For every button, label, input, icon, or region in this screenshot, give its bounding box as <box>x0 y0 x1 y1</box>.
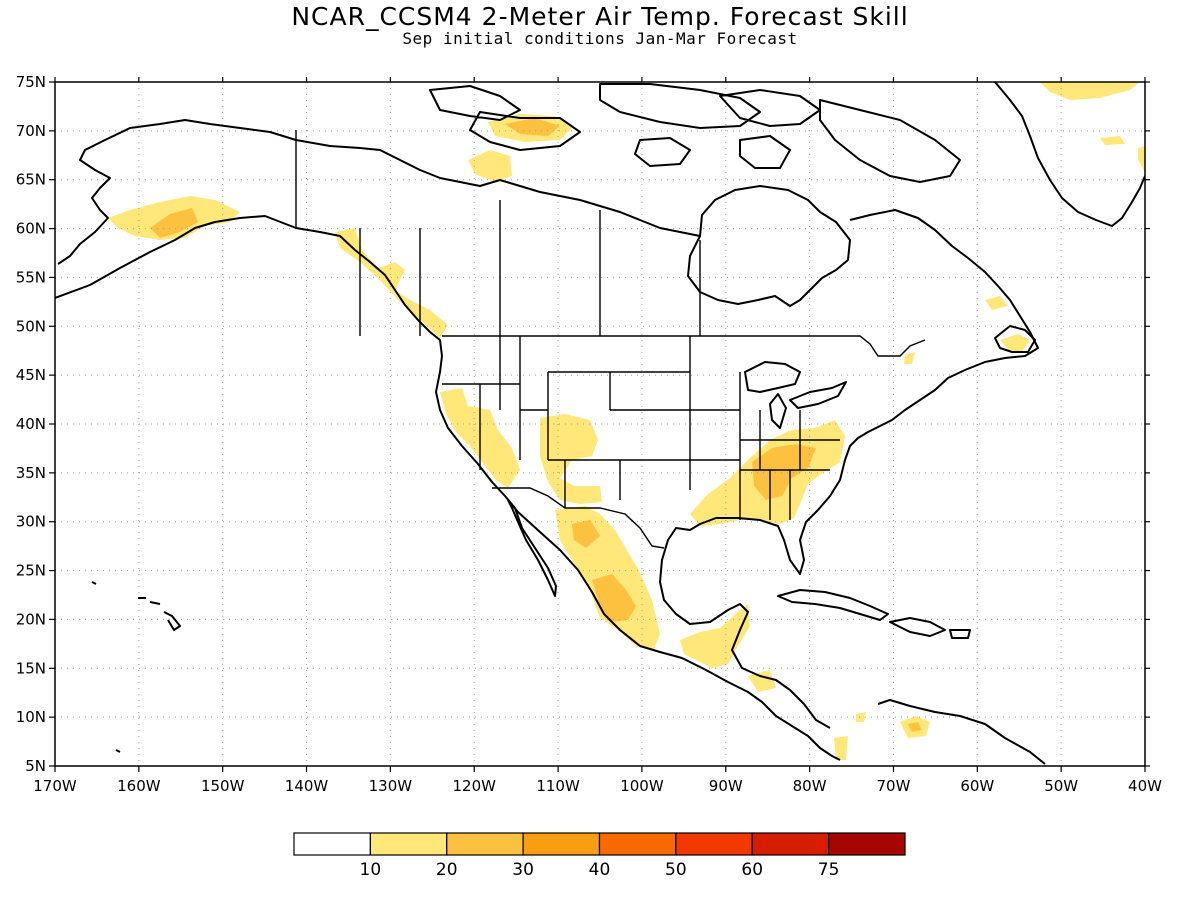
tick-label-lat: 10N <box>16 708 46 726</box>
colorbar-box <box>446 832 524 856</box>
colorbar-box <box>675 832 753 856</box>
tick-label-lon: 90W <box>709 777 743 795</box>
tick-label-lon: 150W <box>201 777 245 795</box>
skill-region <box>540 414 602 504</box>
coastline-arctic-islands <box>429 83 961 183</box>
skill-region <box>985 136 1145 310</box>
colorbar-label: 40 <box>589 860 611 880</box>
map-title: NCAR_CCSM4 2-Meter Air Temp. Forecast Sk… <box>291 2 909 31</box>
skill-region <box>834 712 930 760</box>
coastline-hudson-bay <box>687 185 851 307</box>
canada-us-border <box>442 335 926 357</box>
colorbar-label: 20 <box>436 860 458 880</box>
tick-label-lon: 50W <box>1044 777 1078 795</box>
coastline-alaska-north <box>57 119 297 265</box>
colorbar-box <box>751 832 830 856</box>
tick-label-lat: 50N <box>16 317 46 335</box>
plot-frame <box>54 81 1146 767</box>
tick-label-lon: 170W <box>33 777 77 795</box>
skill-region <box>904 334 1030 364</box>
colorbar-label: 75 <box>818 860 840 880</box>
tick-label-lon: 70W <box>877 777 911 795</box>
tick-label-lon: 140W <box>285 777 329 795</box>
colorbar-label: 50 <box>665 860 687 880</box>
coastline-greenland <box>994 82 1145 227</box>
tick-label-lat: 40N <box>16 415 46 433</box>
skill-region <box>572 520 636 622</box>
skill-region <box>505 118 560 136</box>
tick-label-lat: 25N <box>16 562 46 580</box>
tick-label-lat: 20N <box>16 610 46 628</box>
skill-shading <box>108 82 1145 760</box>
tick-label-lon: 160W <box>117 777 161 795</box>
tick-label-lat: 45N <box>16 366 46 384</box>
state-lines <box>442 336 840 520</box>
political-borders <box>295 130 926 549</box>
tick-label-lat: 75N <box>16 73 46 91</box>
skill-region <box>1040 82 1140 100</box>
coastline-canada-arctic <box>295 139 701 237</box>
map-subtitle: Sep initial conditions Jan-Mar Forecast <box>402 29 798 48</box>
tick-label-lat: 65N <box>16 171 46 189</box>
tick-label-lat: 60N <box>16 220 46 238</box>
us-mexico-border <box>492 487 665 549</box>
coastline-newfoundland <box>994 325 1036 353</box>
tick-label-lat: 70N <box>16 122 46 140</box>
tick-label-lat: 15N <box>16 659 46 677</box>
skill-region <box>908 722 922 732</box>
coastline-great-lakes <box>744 361 847 429</box>
tick-label-lon: 120W <box>452 777 496 795</box>
colorbar: 10 20 30 40 50 60 75 <box>293 832 906 880</box>
coastline-labrador <box>659 209 1039 729</box>
colorbar-box <box>293 832 371 856</box>
skill-region <box>468 150 512 182</box>
tick-label-lat: 5N <box>25 757 46 775</box>
tick-label-lon: 60W <box>960 777 994 795</box>
colorbar-label: 60 <box>741 860 763 880</box>
tick-label-lon: 80W <box>793 777 827 795</box>
tick-label-lon: 40W <box>1128 777 1162 795</box>
canada-province-lines <box>359 200 701 336</box>
tick-label-lon: 130W <box>369 777 413 795</box>
skill-region <box>680 604 776 692</box>
coastline-north-america-west <box>55 215 841 761</box>
axis-ticks: 170W 160W 150W 140W 130W 120W 110W 100W 90W 80W 70… <box>16 73 1162 795</box>
tick-label-lat: 30N <box>16 513 46 531</box>
tick-label-lon: 100W <box>620 777 664 795</box>
tick-label-lon: 110W <box>536 777 580 795</box>
coastlines <box>55 82 1145 765</box>
colorbar-label: 30 <box>512 860 534 880</box>
tick-label-lat: 55N <box>16 268 46 286</box>
skill-region <box>150 208 198 238</box>
coastline-hawaii <box>91 581 181 753</box>
colorbar-label: 10 <box>360 860 382 880</box>
colorbar-box <box>522 832 601 856</box>
tick-label-lat: 35N <box>16 464 46 482</box>
colorbar-box <box>369 832 448 856</box>
colorbar-box <box>828 832 906 856</box>
coastline-caribbean <box>777 589 1046 765</box>
gridlines <box>55 82 1145 766</box>
colorbar-box <box>598 832 677 856</box>
